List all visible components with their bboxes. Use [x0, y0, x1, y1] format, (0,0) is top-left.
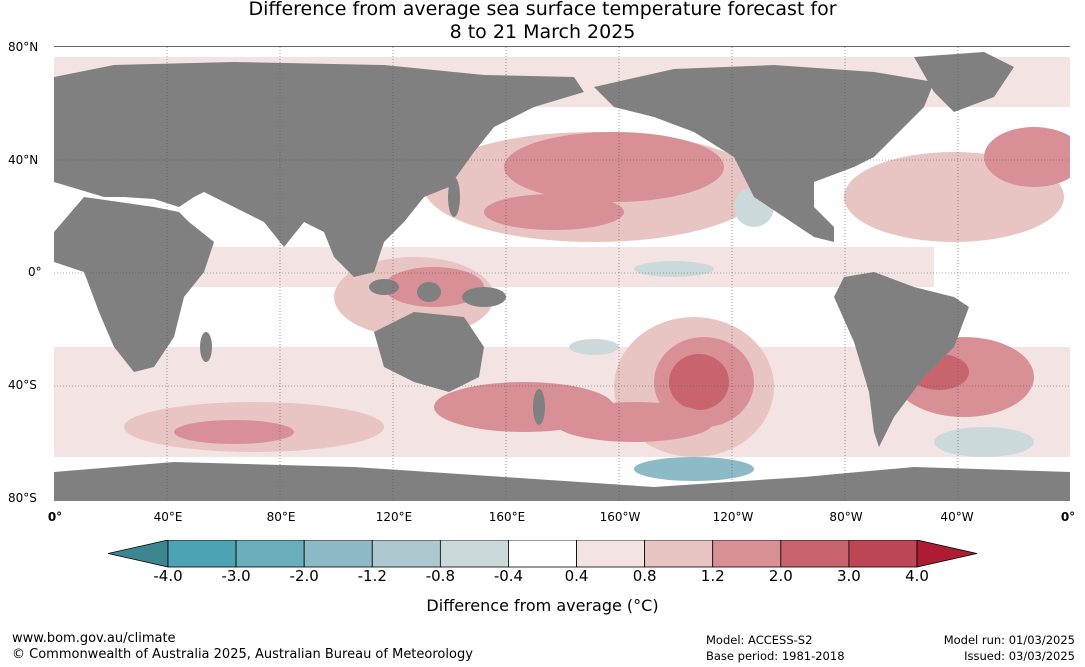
colorbar-tick-label: 3.0: [836, 567, 861, 585]
lat-label-40n: 40°N: [8, 153, 39, 167]
colorbar-tick-label: -1.2: [357, 567, 387, 585]
lon-label-120e: 120°E: [375, 510, 413, 524]
sst-anomaly-map: [54, 46, 1070, 501]
colorbar-tick-label: 4.0: [905, 567, 929, 585]
colorbar-cell: [712, 540, 782, 568]
footer-issued: Issued: 03/03/2025: [964, 649, 1075, 663]
lon-label-160w: 160°W: [599, 510, 641, 524]
map-title-line2: 8 to 21 March 2025: [449, 21, 636, 43]
land-masses: [54, 52, 1070, 501]
colorbar-tick-label: -3.0: [221, 567, 251, 585]
colorbar-cell: [303, 540, 373, 568]
lon-label-40e: 40°E: [153, 510, 183, 524]
lon-label-80w: 80°W: [829, 510, 863, 524]
colorbar-over-triangle: [916, 540, 978, 568]
colorbar-cell: [439, 540, 509, 568]
footer-copyright: © Commonwealth of Australia 2025, Austra…: [12, 647, 473, 662]
colorbar-tick-label: -4.0: [153, 567, 183, 585]
colorbar-tick-label: 2.0: [768, 567, 793, 585]
lat-label-40s: 40°S: [8, 378, 37, 392]
lon-label-80e: 80°E: [266, 510, 296, 524]
colorbar-tick-label: 0.8: [632, 567, 657, 585]
colorbar-cell: [848, 540, 918, 568]
colorbar-tick-label: -2.0: [289, 567, 319, 585]
lon-label-0-right: 0°: [1060, 510, 1076, 524]
footer-website[interactable]: www.bom.gov.au/climate: [12, 631, 176, 646]
lon-label-0-left: 0°: [47, 510, 63, 524]
footer-base-period: Base period: 1981-2018: [706, 649, 845, 663]
lat-label-0: 0°: [28, 265, 42, 279]
graticule: [54, 47, 1070, 501]
colorbar-cell: [644, 540, 714, 568]
colorbar-cell: [508, 540, 577, 568]
colorbar-cell: [576, 540, 646, 568]
colorbar-tick-label: -0.4: [493, 567, 524, 585]
colorbar-axis-title: Difference from average (°C): [426, 596, 659, 615]
lon-label-120w: 120°W: [712, 510, 754, 524]
footer-model: Model: ACCESS-S2: [706, 633, 813, 647]
lon-label-40w: 40°W: [940, 510, 974, 524]
colorbar-cell: [167, 540, 237, 568]
colorbar-cell: [371, 540, 441, 568]
map-title-line1: Difference from average sea surface temp…: [248, 0, 837, 20]
colorbar-under-triangle: [108, 540, 169, 568]
lat-label-80n: 80°N: [8, 40, 39, 54]
colorbar-cell: [235, 540, 305, 568]
colorbar-tick-label: 1.2: [700, 567, 725, 585]
colorbar-cell: [780, 540, 850, 568]
lon-label-160e: 160°E: [488, 510, 526, 524]
colorbar-tick-label: 0.4: [564, 567, 589, 585]
colorbar-tick-label: -0.8: [425, 567, 455, 585]
footer-model-run: Model run: 01/03/2025: [943, 633, 1075, 647]
lat-label-80s: 80°S: [8, 491, 37, 505]
colorbar: [108, 540, 978, 568]
